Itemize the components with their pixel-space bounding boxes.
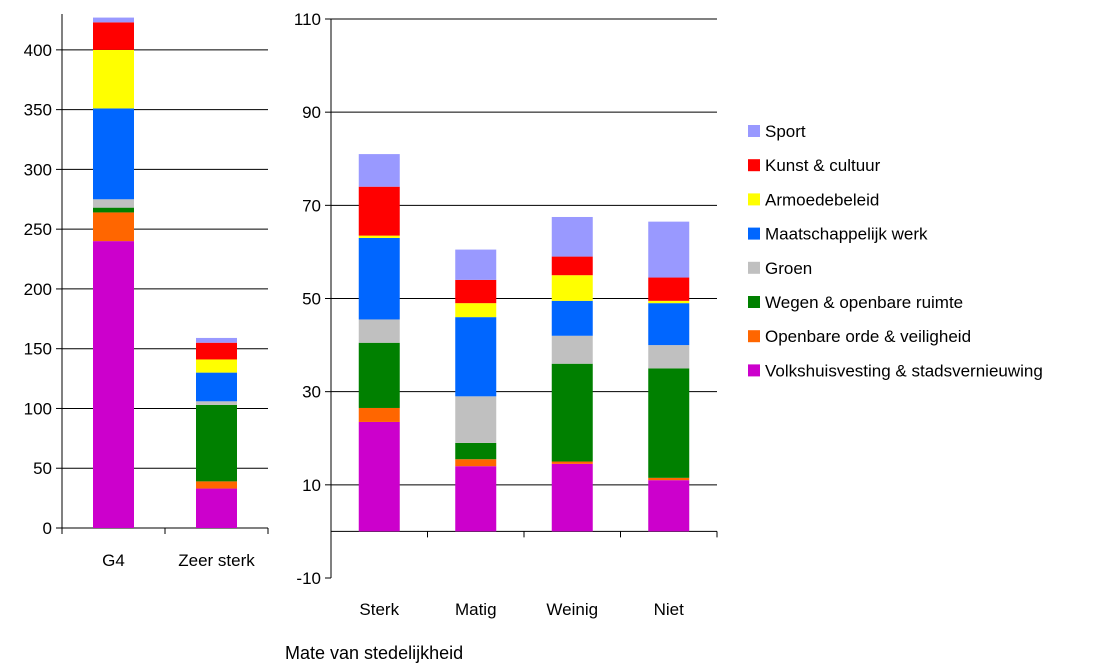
left-chart-bar-g4-volkshuisvesting-and-stadsvernieuwing: [93, 241, 134, 528]
right-chart-y-tick-label: 90: [302, 103, 321, 122]
right-chart-bar-matig-maatschappelijk-werk: [455, 317, 497, 397]
left-chart-bar-zeer-sterk-sport: [196, 337, 237, 343]
right-chart-bar-niet-groen: [648, 345, 690, 369]
right-chart-category-label: Matig: [455, 600, 497, 619]
right-chart-bar-niet-armoedebeleid: [648, 300, 690, 304]
right-chart-y-tick-label: 10: [302, 476, 321, 495]
right-chart-bar-matig-volkshuisvesting-and-stadsvernieuwing: [455, 466, 497, 532]
right-chart-bar-niet-maatschappelijk-werk: [648, 303, 690, 346]
legend-label-groen: Groen: [765, 259, 812, 278]
left-chart-bar-g4-openbare-orde-and-veiligheid: [93, 212, 134, 242]
right-chart-bar-niet-kunst-and-cultuur: [648, 277, 690, 301]
right-chart-bar-matig-armoedebeleid: [455, 303, 497, 318]
legend-label-maatschappelijk-werk: Maatschappelijk werk: [765, 225, 928, 244]
right-chart-bar-sterk-sport: [358, 154, 400, 187]
left-chart-category-label: G4: [102, 551, 125, 570]
left-chart-y-tick-label: 50: [33, 459, 52, 478]
right-chart-bar-matig-sport: [455, 249, 497, 280]
right-chart-bar-weinig-volkshuisvesting-and-stadsvernieuwing: [551, 463, 593, 532]
legend-label-openbare-orde-and-veiligheid: Openbare orde & veiligheid: [765, 327, 971, 346]
legend-swatch-openbare-orde-and-veiligheid: [748, 330, 760, 343]
right-chart-bar-matig-wegen-and-openbare-ruimte: [455, 442, 497, 460]
legend-swatch-kunst-and-cultuur: [748, 159, 760, 172]
legend-swatch-maatschappelijk-werk: [748, 227, 760, 240]
right-chart-bar-sterk-volkshuisvesting-and-stadsvernieuwing: [358, 421, 400, 532]
right-chart-bar-sterk-maatschappelijk-werk: [358, 237, 400, 320]
legend: Sport Kunst & cultuur Armoedebeleid Maatsch…: [748, 122, 1043, 380]
right-chart-bar-matig-kunst-and-cultuur: [455, 279, 497, 304]
left-chart-y-tick-label: 0: [43, 519, 52, 538]
left-chart-y-tick-label: 100: [24, 399, 52, 418]
legend-label-sport: Sport: [765, 122, 806, 141]
legend-swatch-wegen-and-openbare-ruimte: [748, 296, 760, 308]
left-chart-y-tick-label: 200: [24, 280, 52, 299]
right-chart-bar-sterk-wegen-and-openbare-ruimte: [358, 342, 400, 408]
right-chart-bar-weinig-maatschappelijk-werk: [551, 300, 593, 336]
legend-swatch-sport: [748, 125, 760, 137]
right-chart-bar-matig-openbare-orde-and-veiligheid: [455, 459, 497, 467]
left-chart-category-label: Zeer sterk: [178, 551, 255, 570]
legend-swatch-armoedebeleid: [748, 193, 760, 206]
right-chart-bar-sterk-kunst-and-cultuur: [358, 186, 400, 236]
right-chart-bar-sterk-groen: [358, 319, 400, 343]
right-chart-bar-sterk-openbare-orde-and-veiligheid: [358, 407, 400, 422]
legend-label-armoedebeleid: Armoedebeleid: [765, 190, 879, 209]
right-chart-category-label: Weinig: [546, 600, 598, 619]
right-chart-y-tick-label: -10: [296, 569, 321, 588]
legend-label-kunst-and-cultuur: Kunst & cultuur: [765, 156, 881, 175]
right-chart-bar-sterk-armoedebeleid: [358, 235, 400, 238]
right-chart-bar-weinig-kunst-and-cultuur: [551, 256, 593, 276]
right-chart-bar-niet-sport: [648, 221, 690, 278]
left-chart-bar-zeer-sterk-groen: [196, 401, 237, 405]
legend-label-volkshuisvesting-and-stadsvernieuwing: Volkshuisvesting & stadsvernieuwing: [765, 361, 1043, 380]
legend-swatch-volkshuisvesting-and-stadsvernieuwing: [748, 364, 760, 377]
right-chart-bar-weinig-wegen-and-openbare-ruimte: [551, 363, 593, 462]
left-chart-bar-g4-wegen-and-openbare-ruimte: [93, 207, 134, 213]
right-chart-bar-weinig-sport: [551, 216, 593, 257]
right-chart-bar-matig-groen: [455, 396, 497, 443]
left-chart-bar-g4-kunst-and-cultuur: [93, 22, 134, 50]
left-chart-y-tick-label: 150: [24, 340, 52, 359]
left-chart-y-tick-label: 350: [24, 101, 52, 120]
left-chart-bar-g4-armoedebeleid: [93, 49, 134, 109]
right-chart-bar-niet-volkshuisvesting-and-stadsvernieuwing: [648, 480, 690, 532]
right-chart-bar-niet-wegen-and-openbare-ruimte: [648, 368, 690, 478]
right-chart-bar-weinig-groen: [551, 335, 593, 364]
left-chart-y-tick-label: 300: [24, 160, 52, 179]
legend-label-wegen-and-openbare-ruimte: Wegen & openbare ruimte: [765, 293, 963, 312]
left-chart-bar-zeer-sterk-kunst-and-cultuur: [196, 342, 237, 360]
right-chart-y-tick-label: 70: [302, 196, 321, 215]
right-chart-y-tick-label: 30: [302, 383, 321, 402]
right-chart-bar-weinig-armoedebeleid: [551, 275, 593, 301]
left-chart-bar-g4-maatschappelijk-werk: [93, 108, 134, 200]
left-chart-bar-zeer-sterk-armoedebeleid: [196, 359, 237, 373]
legend-swatch-groen: [748, 261, 760, 274]
right-chart-bar-weinig-openbare-orde-and-veiligheid: [551, 461, 593, 464]
right-chart-category-label: Sterk: [359, 600, 399, 619]
right-chart-y-tick-label: 50: [302, 290, 321, 309]
right-chart-category-label: Niet: [654, 600, 685, 619]
left-chart-y-tick-label: 250: [24, 220, 52, 239]
left-chart-bar-g4-groen: [93, 199, 134, 208]
left-chart-bar-zeer-sterk-wegen-and-openbare-ruimte: [196, 404, 237, 482]
left-chart-bar-zeer-sterk-volkshuisvesting-and-stadsvernieuwing: [196, 488, 237, 528]
left-chart: 0 50 100 150 200 250 300 350 400 G4 Zeer sterk: [24, 14, 269, 570]
left-chart-y-tick-label: 400: [24, 41, 52, 60]
left-chart-bar-zeer-sterk-maatschappelijk-werk: [196, 372, 237, 402]
x-axis-title: Mate van stedelijkheid: [285, 643, 463, 663]
right-chart-bar-niet-openbare-orde-and-veiligheid: [648, 477, 690, 481]
left-chart-bar-g4-sport: [93, 17, 134, 23]
left-chart-bar-zeer-sterk-openbare-orde-and-veiligheid: [196, 481, 237, 489]
right-chart: -10 10 30 50 70 90 110 Sterk Matig Weinig Niet: [294, 10, 718, 619]
right-chart-y-tick-label: 110: [294, 10, 321, 29]
